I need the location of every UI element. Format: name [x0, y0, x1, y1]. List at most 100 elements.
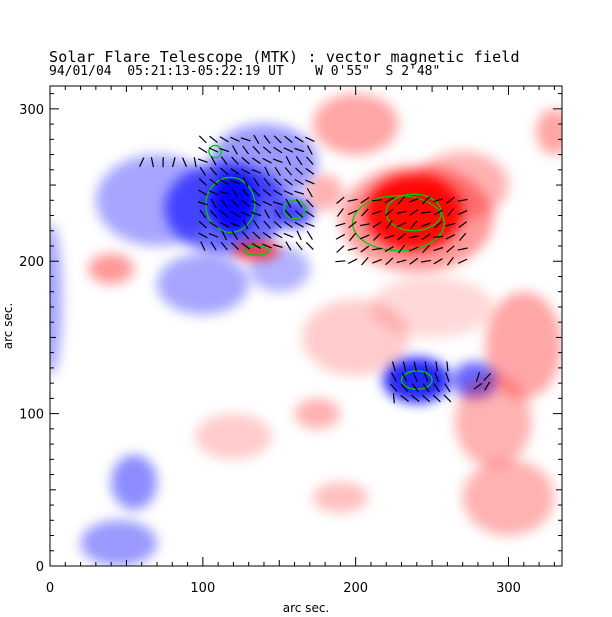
- field-vector: [284, 209, 293, 219]
- field-vector: [230, 242, 239, 250]
- field-vector: [347, 209, 358, 216]
- field-vector: [273, 135, 282, 144]
- field-vector: [262, 157, 272, 164]
- field-vector: [240, 168, 251, 175]
- positive-polarity-region: [312, 93, 399, 155]
- field-vector: [408, 197, 419, 203]
- field-vector: [372, 247, 383, 251]
- y-tick-labels: 0 100 200 300: [19, 103, 44, 575]
- positive-polarity-region: [195, 413, 272, 460]
- field-vector: [296, 230, 302, 241]
- field-vector: [348, 221, 357, 229]
- field-vector: [483, 373, 492, 382]
- field-vector: [361, 257, 369, 266]
- field-vector: [264, 209, 270, 219]
- positive-polarity-region: [233, 241, 280, 260]
- y-tick-label: 0: [36, 560, 44, 575]
- field-vector: [396, 210, 407, 215]
- field-vector: [283, 147, 294, 153]
- plot-title: Solar Flare Telescope (MTK) : vector mag…: [49, 48, 520, 66]
- field-vector: [294, 221, 304, 228]
- positive-polarity-region: [536, 108, 562, 155]
- field-vector: [384, 197, 394, 204]
- field-vector: [219, 190, 230, 195]
- field-vector: [421, 233, 431, 241]
- field-vector: [199, 166, 207, 176]
- field-vector: [242, 188, 250, 197]
- field-vector: [433, 383, 440, 393]
- field-vector: [231, 199, 239, 208]
- field-vector: [208, 147, 219, 153]
- field-vector: [433, 246, 444, 252]
- field-vector: [359, 223, 370, 227]
- field-vector: [432, 394, 441, 403]
- field-vector: [264, 166, 270, 177]
- negative-polarity-region: [111, 454, 157, 510]
- negative-polarity-region: [156, 253, 249, 315]
- field-vector: [411, 383, 419, 393]
- field-vector: [272, 158, 283, 163]
- positive-polarity-region: [485, 291, 562, 399]
- field-vector: [305, 242, 314, 250]
- field-vector: [220, 210, 229, 218]
- field-vector: [423, 372, 429, 382]
- field-vector: [304, 179, 315, 185]
- y-tick-label: 200: [19, 255, 44, 270]
- field-vector: [397, 196, 406, 205]
- field-vector: [446, 361, 449, 372]
- field-vector: [209, 135, 218, 143]
- field-vector: [409, 257, 419, 265]
- field-vector: [306, 188, 313, 198]
- field-vector: [385, 208, 394, 217]
- field-vector: [347, 258, 358, 265]
- negative-polarity-region: [80, 520, 157, 566]
- field-vector: [198, 178, 207, 186]
- polarity-map: [50, 93, 562, 566]
- field-contour: [283, 199, 306, 220]
- field-vector: [220, 241, 228, 251]
- field-vector: [409, 220, 418, 229]
- field-vector: [306, 156, 314, 165]
- field-vector: [262, 189, 272, 197]
- field-vector: [262, 146, 272, 154]
- field-vector: [445, 234, 456, 240]
- field-vector: [397, 233, 406, 241]
- field-vector: [251, 168, 262, 174]
- field-vector: [347, 247, 358, 251]
- field-vector: [253, 177, 260, 187]
- field-vector: [209, 178, 218, 186]
- field-vector: [424, 361, 428, 372]
- field-vector: [172, 157, 176, 168]
- field-vector: [435, 361, 438, 372]
- field-vector: [444, 383, 451, 393]
- field-vector: [263, 177, 271, 187]
- field-vector: [219, 221, 229, 228]
- field-vector: [411, 394, 420, 402]
- field-vector: [434, 372, 440, 382]
- field-vector: [274, 209, 282, 219]
- field-vector: [209, 167, 218, 176]
- positive-polarity-region: [370, 276, 494, 338]
- field-vector: [231, 145, 238, 155]
- field-vector: [392, 393, 395, 404]
- field-vector: [198, 146, 208, 154]
- field-vector: [409, 209, 419, 216]
- y-axis-label: arc sec.: [1, 303, 15, 349]
- field-vector: [219, 179, 229, 185]
- field-vector: [401, 372, 408, 382]
- field-vector: [304, 222, 315, 228]
- field-vector: [305, 167, 315, 175]
- negative-polarity-region: [210, 172, 257, 234]
- field-vector: [384, 246, 394, 253]
- field-vector: [335, 260, 346, 263]
- field-vector: [209, 221, 219, 228]
- field-vector: [421, 222, 431, 227]
- field-vector: [400, 394, 409, 402]
- field-vector: [384, 234, 395, 239]
- field-vector: [197, 158, 208, 163]
- x-tick-label: 100: [190, 581, 215, 596]
- field-vector: [422, 245, 430, 254]
- field-vector: [198, 189, 208, 196]
- field-vector: [347, 198, 358, 202]
- field-vector: [294, 147, 305, 153]
